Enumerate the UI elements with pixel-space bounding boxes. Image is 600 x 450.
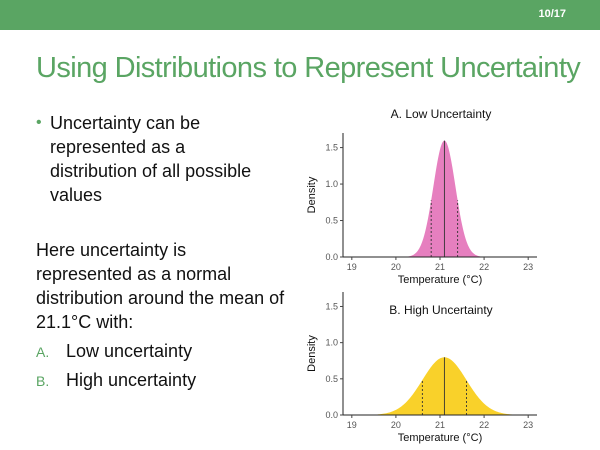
y-tick-label: 1.0 (325, 338, 338, 348)
y-axis-label: Density (306, 335, 318, 372)
slide-title: Using Distributions to Represent Uncerta… (36, 52, 581, 84)
bullet-text: Uncertainty can be represented as a dist… (50, 113, 252, 205)
x-tick-label: 22 (479, 262, 489, 272)
list-text: Low uncertainty (66, 341, 193, 361)
list-item-a: A. Low uncertainty (36, 341, 192, 362)
explanation-paragraph: Here uncertainty is represented as a nor… (36, 240, 285, 332)
x-tick-label: 21 (435, 262, 445, 272)
list-letter: B. (36, 373, 50, 389)
x-tick-label: 20 (391, 262, 401, 272)
chart-title: A. Low Uncertainty (391, 107, 492, 121)
list-text: High uncertainty (66, 370, 197, 390)
y-tick-label: 1.5 (325, 301, 338, 311)
x-tick-label: 20 (391, 420, 401, 430)
x-tick-label: 21 (435, 420, 445, 430)
x-tick-label: 23 (523, 420, 533, 430)
y-tick-label: 0.0 (325, 252, 338, 262)
list-item-b: B. High uncertainty (36, 370, 196, 391)
x-axis-label: Temperature (°C) (398, 432, 482, 444)
y-tick-label: 1.5 (325, 143, 338, 153)
x-tick-label: 23 (523, 262, 533, 272)
y-tick-label: 0.5 (325, 216, 338, 226)
chart-title: B. High Uncertainty (389, 303, 492, 317)
list-letter: A. (36, 344, 50, 360)
x-tick-label: 22 (479, 420, 489, 430)
x-axis-label: Temperature (°C) (398, 274, 482, 286)
y-tick-label: 0.0 (325, 410, 338, 420)
x-tick-label: 19 (347, 420, 357, 430)
page-number: 10/17 (538, 8, 566, 20)
density-area (395, 140, 485, 257)
density-area (356, 357, 524, 415)
y-tick-label: 1.0 (325, 179, 338, 189)
x-tick-label: 19 (347, 262, 357, 272)
y-axis-label: Density (306, 176, 318, 213)
y-tick-label: 0.5 (325, 374, 338, 384)
bullet-dot-icon: • (36, 114, 42, 131)
header-bar: 10/17 (0, 0, 600, 30)
